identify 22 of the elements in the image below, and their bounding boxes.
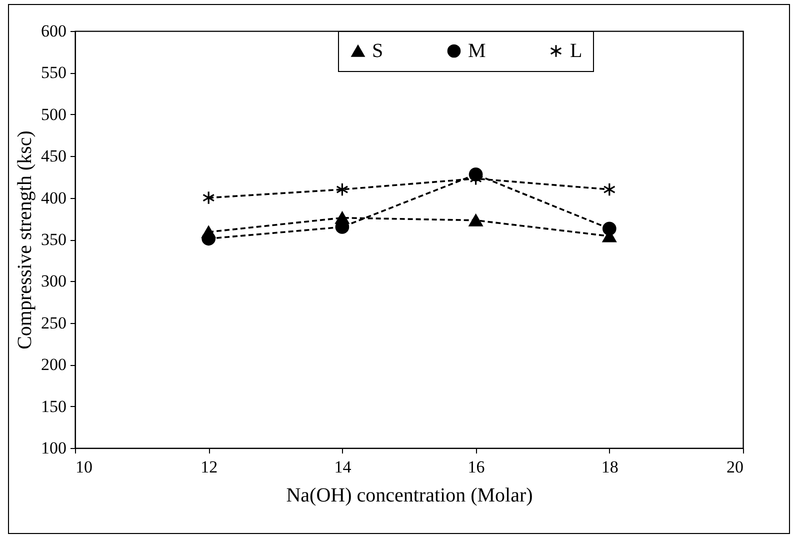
- legend-label: L: [570, 40, 582, 62]
- y-tick-label: 550: [41, 63, 66, 82]
- x-tick-label: 18: [601, 458, 618, 476]
- y-tick-label: 300: [41, 272, 66, 291]
- x-tick-label: 16: [468, 458, 485, 476]
- y-tick-label: 200: [41, 355, 66, 374]
- x-tick-label: 12: [200, 458, 218, 476]
- legend-label: S: [372, 40, 384, 62]
- y-tick-label: 150: [41, 396, 66, 416]
- x-tick-label: 20: [726, 458, 744, 476]
- y-tick-label: 250: [41, 313, 66, 332]
- y-axis-title: Compressive strength (ksc): [14, 130, 36, 350]
- y-tick-label: 100: [41, 438, 66, 458]
- x-axis-title: Na(OH) concentration (Molar): [286, 484, 533, 506]
- y-tick-label: 400: [41, 188, 66, 208]
- y-tick-label: 450: [41, 146, 66, 166]
- y-tick-label: 500: [41, 104, 66, 124]
- y-tick-label: 350: [41, 230, 66, 249]
- x-tick-label: 10: [76, 458, 92, 476]
- y-tick-label: 600: [41, 22, 66, 40]
- x-tick-label: 14: [334, 458, 352, 476]
- legend-label: M: [468, 40, 486, 62]
